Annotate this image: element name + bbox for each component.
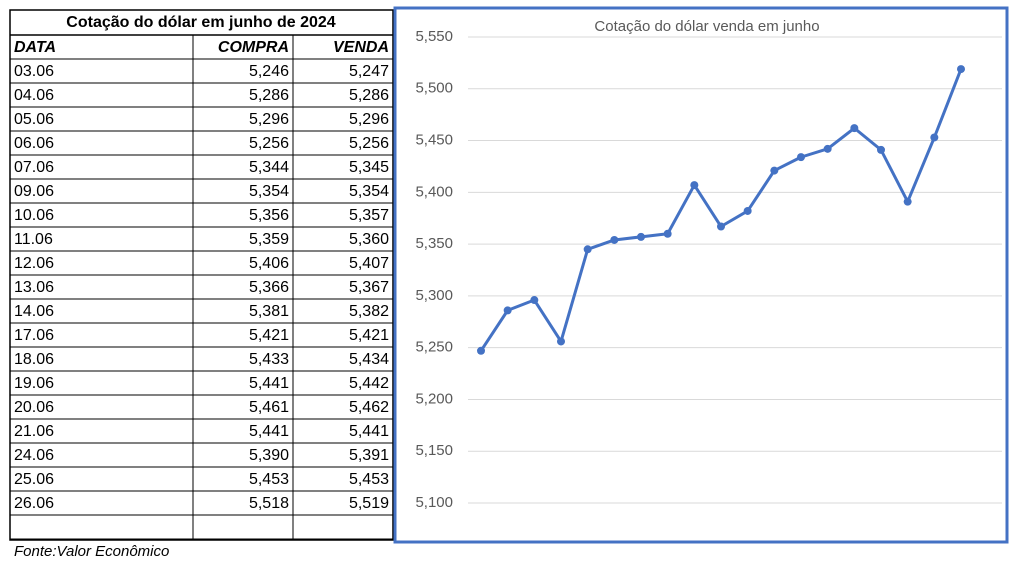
y-tick-label: 5,300 xyxy=(415,287,453,304)
chart-frame xyxy=(393,6,1009,544)
point xyxy=(530,296,539,305)
table-cell-text: 13.06 xyxy=(14,279,54,296)
table-cell-text: 5,519 xyxy=(349,495,389,512)
table-cell-text: 5,354 xyxy=(249,183,289,200)
table-cell-text: 21.06 xyxy=(14,423,54,440)
table-cell-text: 05.06 xyxy=(14,111,54,128)
footer: Fonte:Valor Econômico xyxy=(14,543,169,560)
table-cell-text: 5,390 xyxy=(249,447,289,464)
table-cell-text: 5,441 xyxy=(249,423,289,440)
table-cell-text: 20.06 xyxy=(14,399,54,416)
table-cell xyxy=(292,514,394,540)
table-cell-text: 18.06 xyxy=(14,351,54,368)
point xyxy=(797,153,805,162)
table-cell-text: 5,453 xyxy=(249,471,289,488)
table-cell-text: 5,286 xyxy=(249,87,289,104)
point xyxy=(877,145,885,154)
table-cell-text: 10.06 xyxy=(14,207,54,224)
y-tick-label: 5,400 xyxy=(415,183,453,200)
table-cell-text: 5,357 xyxy=(349,207,389,224)
table-cell-text: 5,461 xyxy=(249,399,289,416)
point xyxy=(903,197,912,206)
table-cell-text: 06.06 xyxy=(14,135,54,152)
table-cell-text: 5,366 xyxy=(249,279,289,296)
table-cell-text: 5,462 xyxy=(349,399,389,416)
table-cell-text: 07.06 xyxy=(14,159,54,176)
table-cell-text: 5,391 xyxy=(349,447,389,464)
point xyxy=(770,166,779,175)
point xyxy=(477,346,485,355)
table-cell-text: 14.06 xyxy=(14,303,54,320)
table-cell-text: 19.06 xyxy=(14,375,54,392)
table-cell-text: 5,359 xyxy=(249,231,289,248)
column-header: COMPRA xyxy=(218,39,289,56)
point xyxy=(663,229,672,238)
table-cell-text: 5,434 xyxy=(349,351,389,368)
point xyxy=(957,65,965,74)
table-cell-text: 5,286 xyxy=(349,87,389,104)
table-cell-text: 12.06 xyxy=(14,255,54,272)
table-cell-text: 5,433 xyxy=(249,351,289,368)
table-cell-text: 5,344 xyxy=(249,159,289,176)
table-cell-text: 5,256 xyxy=(349,135,389,152)
table-cell-text: 5,407 xyxy=(349,255,389,272)
y-tick-label: 5,200 xyxy=(415,390,453,407)
table-cell-text: 5,247 xyxy=(349,63,389,80)
point xyxy=(583,245,592,254)
table-cell-text: 5,296 xyxy=(349,111,389,128)
point xyxy=(690,181,699,190)
table-cell-text: 5,406 xyxy=(249,255,289,272)
table-cell-text: 04.06 xyxy=(14,87,54,104)
point xyxy=(743,206,752,215)
point xyxy=(557,337,565,346)
point xyxy=(637,232,645,241)
table-cell-text: 03.06 xyxy=(14,63,54,80)
chart-title: Cotação do dólar venda em junho xyxy=(594,18,819,35)
table-cell-text: 09.06 xyxy=(14,183,54,200)
y-tick-label: 5,250 xyxy=(415,339,453,356)
y-tick-label: 5,350 xyxy=(415,235,453,252)
point xyxy=(823,144,832,153)
y-tick-label: 5,100 xyxy=(415,494,453,511)
table-cell-text: 5,360 xyxy=(349,231,389,248)
point xyxy=(503,306,512,315)
table-cell-text: 17.06 xyxy=(14,327,54,344)
table-cell-text: 5,367 xyxy=(349,279,389,296)
table-cell-text: 5,441 xyxy=(349,423,389,440)
table-cell-text: 5,453 xyxy=(349,471,389,488)
point xyxy=(717,222,725,231)
table-cell-text: 5,296 xyxy=(249,111,289,128)
y-tick-label: 5,150 xyxy=(415,442,453,459)
y-tick-label: 5,450 xyxy=(415,132,453,149)
table-cell-text: 5,421 xyxy=(249,327,289,344)
y-tick-label: 5,550 xyxy=(415,28,453,45)
table-cell-text: 5,441 xyxy=(249,375,289,392)
table-cell-text: 5,256 xyxy=(249,135,289,152)
table-cell-text: 5,381 xyxy=(249,303,289,320)
column-header: VENDA xyxy=(333,39,389,56)
column-header: DATA xyxy=(14,39,56,56)
table-cell-text: 5,354 xyxy=(349,183,389,200)
table-cell-text: 5,421 xyxy=(349,327,389,344)
table-cell-text: 5,246 xyxy=(249,63,289,80)
table-cell-text: 5,382 xyxy=(349,303,389,320)
table-cell-text: 25.06 xyxy=(14,471,54,488)
point xyxy=(610,235,619,244)
point xyxy=(930,133,939,142)
table-cell-text: 11.06 xyxy=(14,231,53,248)
table-cell-text: 5,345 xyxy=(349,159,389,176)
table-cell-text: 5,518 xyxy=(249,495,289,512)
y-tick-label: 5,500 xyxy=(415,80,453,97)
table-cell-text: 24.06 xyxy=(14,447,54,464)
table-cell-text: 5,356 xyxy=(249,207,289,224)
table-cell-text: 5,442 xyxy=(349,375,389,392)
table-title: Cotação do dólar em junho de 2024 xyxy=(66,14,335,31)
point xyxy=(850,124,859,133)
table-cell-text: 26.06 xyxy=(14,495,54,512)
